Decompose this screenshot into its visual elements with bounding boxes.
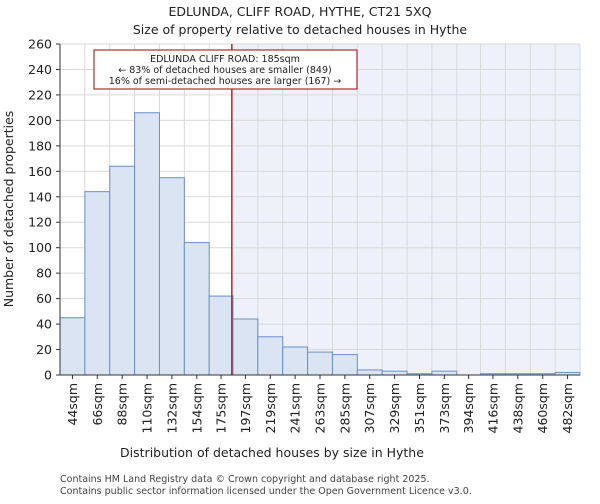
x-tick-label: 44sqm <box>65 383 80 426</box>
histogram-bar <box>282 346 309 376</box>
y-tick-label: 120 <box>28 215 52 230</box>
x-tick-label: 373sqm <box>437 383 452 433</box>
histogram-bar <box>84 191 111 376</box>
y-tick-label: 140 <box>28 189 52 204</box>
y-tick-label: 40 <box>36 317 52 332</box>
x-tick-label: 219sqm <box>263 383 278 433</box>
histogram-bar <box>356 369 383 376</box>
y-tick-label: 180 <box>28 138 52 153</box>
y-tick-label: 80 <box>36 266 52 281</box>
x-tick-label: 88sqm <box>115 383 130 426</box>
annotation-line-2: ← 83% of detached houses are smaller (84… <box>118 65 331 76</box>
footer-line-1: Contains HM Land Registry data © Crown c… <box>60 474 430 485</box>
x-tick-label: 351sqm <box>412 383 427 433</box>
y-tick-label: 60 <box>36 291 52 306</box>
y-tick-label: 0 <box>44 368 52 383</box>
chart-title: EDLUNDA, CLIFF ROAD, HYTHE, CT21 5XQ <box>169 4 432 19</box>
x-tick-label: 285sqm <box>337 383 352 433</box>
y-tick-label: 100 <box>28 240 52 255</box>
x-tick-label: 460sqm <box>535 383 550 433</box>
x-tick-label: 241sqm <box>288 383 303 433</box>
histogram-bar <box>158 177 185 376</box>
footer-line-2: Contains public sector information licen… <box>60 486 472 497</box>
y-tick-label: 220 <box>28 87 52 102</box>
y-tick-labels: 0 20 40 60 80 100 120 140 160 180 200 220 240 260 <box>28 37 60 383</box>
x-tick-label: 438sqm <box>510 383 525 433</box>
y-tick-label: 200 <box>28 113 52 128</box>
x-tick-label: 263sqm <box>313 383 328 433</box>
chart-subtitle: Size of property relative to detached ho… <box>133 22 468 37</box>
histogram-bar <box>59 317 86 376</box>
histogram-bar <box>208 295 234 376</box>
histogram-bar <box>109 165 136 376</box>
histogram-bar <box>381 370 408 376</box>
y-tick-label: 20 <box>36 342 52 357</box>
histogram-bar <box>307 351 333 376</box>
annotation-line-1: EDLUNDA CLIFF ROAD: 185sqm <box>150 54 300 65</box>
y-tick-label: 260 <box>28 37 52 52</box>
larger-region-shade <box>231 44 580 375</box>
x-tick-label: 66sqm <box>90 383 105 426</box>
y-tick-label: 240 <box>28 62 52 77</box>
x-tick-label: 329sqm <box>387 383 402 433</box>
x-tick-label: 197sqm <box>238 383 253 433</box>
histogram-bar <box>134 112 160 376</box>
x-tick-label: 307sqm <box>362 383 377 433</box>
annotation-frame <box>93 49 358 90</box>
annotation-line-3: 16% of semi-detached houses are larger (… <box>109 76 342 87</box>
x-tick-label: 154sqm <box>189 383 204 433</box>
histogram-bar <box>331 354 358 376</box>
y-axis-label: Number of detached properties <box>1 111 16 308</box>
x-tick-label: 394sqm <box>461 383 476 433</box>
bars <box>59 112 581 376</box>
histogram-bar <box>431 370 458 376</box>
x-tick-labels: 44sqm 66sqm 88sqm 110sqm 132sqm 154sqm 175sqm 1… <box>65 375 575 433</box>
x-axis-label: Distribution of detached houses by size … <box>120 445 424 460</box>
histogram-bar <box>257 336 284 376</box>
x-tick-label: 175sqm <box>214 383 229 433</box>
histogram-bar <box>232 318 259 376</box>
x-tick-label: 110sqm <box>140 383 155 433</box>
histogram-bar <box>183 242 210 376</box>
annotation-box: EDLUNDA CLIFF ROAD: 185sqm ← 83% of deta… <box>93 49 358 90</box>
x-tick-label: 132sqm <box>164 383 179 433</box>
y-tick-label: 160 <box>28 164 52 179</box>
x-tick-label: 416sqm <box>485 383 500 433</box>
x-tick-label: 482sqm <box>560 383 575 433</box>
